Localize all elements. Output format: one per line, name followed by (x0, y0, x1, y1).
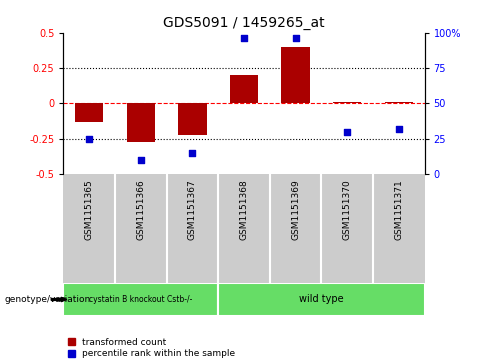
Bar (230, 75, 258, 103)
Point (137, 157, 145, 163)
Point (292, 36, 300, 41)
Text: genotype/variation: genotype/variation (5, 295, 91, 304)
Point (343, 129, 351, 135)
Bar (282, 47, 310, 103)
Text: GSM1151367: GSM1151367 (188, 180, 197, 240)
Text: GSM1151370: GSM1151370 (343, 180, 352, 240)
Point (240, 36, 248, 41)
Text: wild type: wild type (299, 294, 344, 305)
Text: GSM1151369: GSM1151369 (291, 180, 300, 240)
Point (188, 150, 196, 156)
Text: cystatin B knockout Cstb-/-: cystatin B knockout Cstb-/- (89, 295, 192, 304)
Text: GSM1151365: GSM1151365 (85, 180, 94, 240)
Bar (178, 103, 206, 135)
Bar (333, 102, 362, 103)
Point (85, 136, 93, 142)
Bar (218, 283, 425, 316)
Title: GDS5091 / 1459265_at: GDS5091 / 1459265_at (163, 16, 325, 30)
Bar (63, 283, 218, 316)
Legend: transformed count, percentile rank within the sample: transformed count, percentile rank withi… (68, 338, 236, 359)
Text: GSM1151366: GSM1151366 (136, 180, 145, 240)
Bar (127, 103, 155, 142)
Point (395, 126, 403, 132)
Text: GSM1151368: GSM1151368 (240, 180, 248, 240)
Bar (75, 103, 103, 122)
Text: GSM1151371: GSM1151371 (394, 180, 403, 240)
Bar (385, 102, 413, 103)
